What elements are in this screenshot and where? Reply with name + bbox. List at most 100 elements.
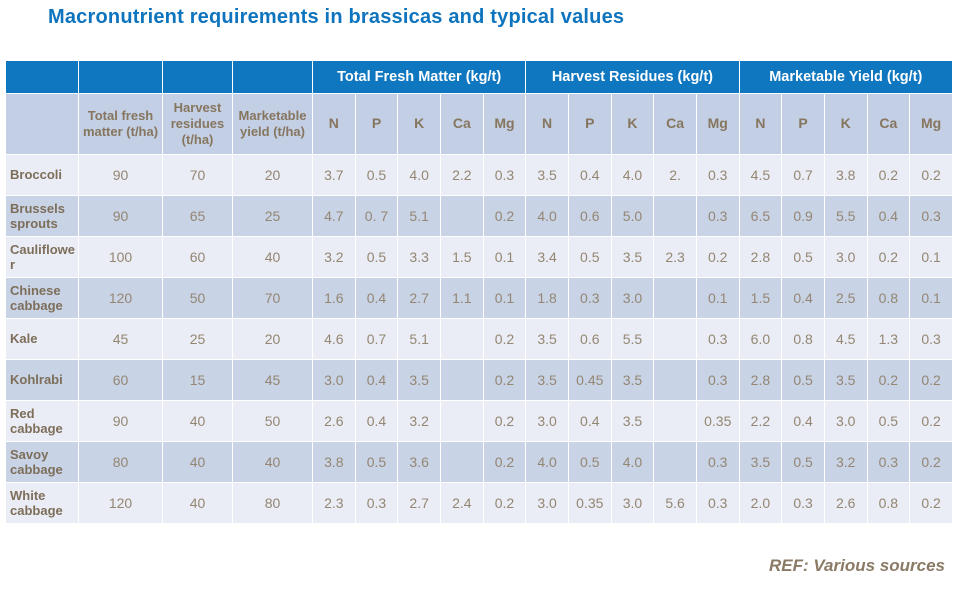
cell: 0.2 (482, 359, 527, 401)
cell: 80 (232, 482, 313, 524)
row-label: Broccoli (5, 154, 79, 196)
cell: 45 (232, 359, 313, 401)
macronutrient-table: Total Fresh Matter (kg/t) Harvest Residu… (5, 60, 954, 524)
cell: 65 (162, 195, 233, 237)
cell: 25 (232, 195, 313, 237)
cell: 120 (78, 277, 163, 319)
cell: 5.1 (397, 195, 441, 237)
cell: 120 (78, 482, 163, 524)
cell: 0.3 (695, 195, 740, 237)
cell: 3.0 (610, 482, 655, 524)
cell: 5.5 (610, 318, 655, 360)
cell: 2. (653, 154, 697, 196)
cell: 45 (78, 318, 163, 360)
cell: 0.2 (866, 154, 911, 196)
cell: 80 (78, 441, 163, 483)
cell: 0.5 (781, 359, 825, 401)
cell: 4.6 (312, 318, 356, 360)
col-header-ca: Ca (653, 93, 697, 155)
cell: 1.5 (439, 236, 484, 278)
cell: 0.2 (909, 154, 953, 196)
row-label: Cauliflower (5, 236, 79, 278)
cell: 0.4 (354, 277, 399, 319)
cell: 100 (78, 236, 163, 278)
cell: 4.0 (525, 441, 569, 483)
cell: 4.0 (397, 154, 441, 196)
col-header-ca: Ca (866, 93, 911, 155)
cell: 2.8 (738, 359, 783, 401)
cell: 2.5 (823, 277, 868, 319)
cell: 90 (78, 154, 163, 196)
cell: 2.6 (823, 482, 868, 524)
col-header-marketable-yield: Marketable yield (t/ha) (232, 93, 313, 155)
col-header-k: K (397, 93, 441, 155)
cell: 0.1 (482, 236, 527, 278)
cell: 5.0 (610, 195, 655, 237)
empty-subheader-cell (5, 93, 79, 155)
table-row: Chinese cabbage 120 50 70 1.6 0.4 2.7 1.1 0.1 1.8… (5, 277, 953, 319)
table-body: Broccoli 90 70 20 3.7 0.5 4.0 2.2 0.3 3.5 0.4 4.0 2.… (5, 154, 953, 524)
cell: 3.5 (610, 400, 655, 442)
cell: 3.0 (823, 400, 868, 442)
group-header-row: Total Fresh Matter (kg/t) Harvest Residu… (5, 60, 954, 94)
col-header-total-fresh-matter: Total fresh matter (t/ha) (78, 93, 163, 155)
cell: 0.3 (354, 482, 399, 524)
cell: 0.5 (354, 154, 399, 196)
cell: 40 (232, 441, 313, 483)
table-row: Brussels sprouts 90 65 25 4.7 0. 7 5.1 0.2 4.0 0.… (5, 195, 953, 237)
cell: 3.2 (397, 400, 441, 442)
row-label: Kale (5, 318, 79, 360)
cell: 4.0 (610, 441, 655, 483)
col-header-p: P (781, 93, 825, 155)
cell: 0.3 (695, 359, 740, 401)
cell: 0.5 (354, 441, 399, 483)
cell: 0.3 (567, 277, 612, 319)
col-header-p: P (354, 93, 399, 155)
cell: 50 (232, 400, 313, 442)
cell: 1.6 (312, 277, 356, 319)
cell: 0.2 (482, 441, 527, 483)
cell: 90 (78, 195, 163, 237)
cell: 0.1 (909, 277, 953, 319)
cell: 0.6 (567, 318, 612, 360)
page-title: Macronutrient requirements in brassicas … (48, 6, 625, 28)
cell: 60 (162, 236, 233, 278)
cell: 0.5 (567, 236, 612, 278)
cell: 3.0 (610, 277, 655, 319)
cell: 2.0 (738, 482, 783, 524)
cell: 0.2 (482, 195, 527, 237)
cell: 3.5 (525, 318, 569, 360)
cell: 5.1 (397, 318, 441, 360)
cell: 0.4 (866, 195, 911, 237)
cell: 0.2 (482, 400, 527, 442)
row-label: Chinese cabbage (5, 277, 79, 319)
cell: 1.8 (525, 277, 569, 319)
cell: 0.5 (866, 400, 911, 442)
cell: 0.9 (781, 195, 825, 237)
cell: 0.45 (567, 359, 612, 401)
table-row: White cabbage 120 40 80 2.3 0.3 2.7 2.4 0.2 3.0 0.… (5, 482, 953, 524)
cell: 3.8 (823, 154, 868, 196)
cell: 2.2 (439, 154, 484, 196)
cell: 0.35 (695, 400, 740, 442)
cell: 20 (232, 154, 313, 196)
cell: 6.0 (738, 318, 783, 360)
cell: 3.7 (312, 154, 356, 196)
cell: 0. 7 (354, 195, 399, 237)
cell: 3.5 (610, 236, 655, 278)
cell: 4.7 (312, 195, 356, 237)
cell: 0.4 (781, 400, 825, 442)
col-header-n: N (525, 93, 569, 155)
cell: 0.3 (909, 318, 953, 360)
cell (653, 195, 697, 237)
cell: 0.7 (781, 154, 825, 196)
macronutrient-table-wrap: Total Fresh Matter (kg/t) Harvest Residu… (5, 60, 954, 524)
cell: 0.4 (354, 400, 399, 442)
cell: 0.7 (354, 318, 399, 360)
cell: 3.5 (738, 441, 783, 483)
cell: 3.6 (397, 441, 441, 483)
cell: 0.3 (695, 441, 740, 483)
cell: 0.2 (909, 441, 953, 483)
cell: 70 (232, 277, 313, 319)
